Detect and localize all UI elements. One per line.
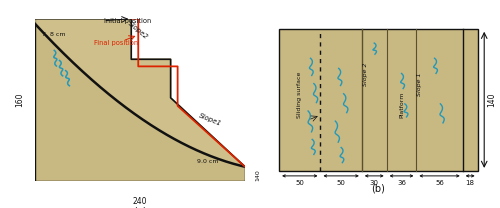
Text: 7. 8 cm: 7. 8 cm xyxy=(42,32,66,37)
Bar xyxy=(279,29,477,171)
Text: (a): (a) xyxy=(133,206,147,208)
Text: 50: 50 xyxy=(296,180,304,186)
Text: 9.0 cm: 9.0 cm xyxy=(197,159,218,164)
Text: 50: 50 xyxy=(336,180,345,186)
Text: Slope 2: Slope 2 xyxy=(364,63,368,86)
Polygon shape xyxy=(35,19,245,167)
Text: 18: 18 xyxy=(466,180,474,186)
Text: (b): (b) xyxy=(372,183,386,193)
Text: Slope2: Slope2 xyxy=(127,21,150,41)
Polygon shape xyxy=(35,19,245,181)
Text: Final position: Final position xyxy=(94,40,138,46)
Text: 140: 140 xyxy=(488,93,496,107)
Text: 30: 30 xyxy=(370,180,378,186)
Text: Sliding surface: Sliding surface xyxy=(298,72,302,118)
Text: Slope 1: Slope 1 xyxy=(417,73,422,96)
Text: Slope1: Slope1 xyxy=(198,113,222,127)
Text: 160: 160 xyxy=(15,93,24,107)
Text: 36: 36 xyxy=(397,180,406,186)
Text: 56: 56 xyxy=(435,180,444,186)
Text: 140: 140 xyxy=(256,169,260,181)
Text: 240: 240 xyxy=(133,197,147,206)
Text: Platform: Platform xyxy=(399,92,404,118)
Text: Initial position: Initial position xyxy=(104,18,152,24)
